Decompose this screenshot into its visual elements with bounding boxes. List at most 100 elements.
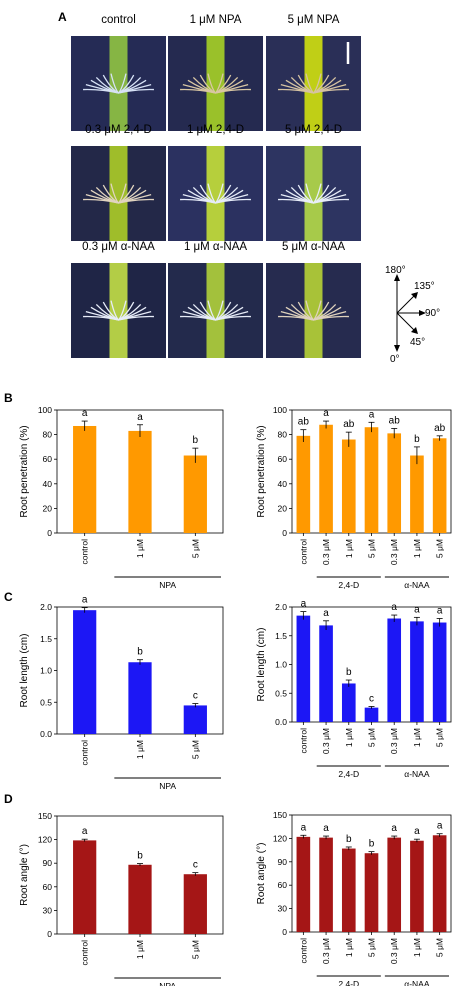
y-tick-label: 60 xyxy=(43,454,53,464)
root xyxy=(118,88,154,94)
angle-label-90: 90° xyxy=(425,308,440,319)
y-tick-label: 80 xyxy=(43,430,53,440)
bar xyxy=(364,707,379,722)
root xyxy=(118,198,154,204)
category-label: 5 μM xyxy=(190,740,200,759)
y-tick-label: 30 xyxy=(278,904,288,914)
category-label: 5 μM xyxy=(435,539,445,558)
photo-label: 1 μM 2,4-D xyxy=(187,124,244,136)
bar-chart: 0.0 0.5 1.0 1.5 2.0 Root length (cm) a control b… xyxy=(19,595,224,791)
y-tick-label: 0.0 xyxy=(40,729,52,739)
significance-letter: ab xyxy=(343,419,355,430)
bar xyxy=(432,622,447,722)
adventitious-roots xyxy=(180,300,251,321)
category-label: 1 μM xyxy=(412,539,422,558)
angle-arrow-135 xyxy=(396,293,417,314)
category-label: control xyxy=(298,728,308,754)
photo-label: 0.3 μM α-NAA xyxy=(82,241,155,253)
significance-letter: b xyxy=(137,647,143,658)
root xyxy=(118,315,154,321)
bar xyxy=(296,836,311,932)
arrowhead-45 xyxy=(411,327,418,334)
bar xyxy=(341,683,356,722)
category-label: 0.3 μM xyxy=(321,728,331,754)
root xyxy=(215,88,251,94)
group-label: NPA xyxy=(159,981,176,986)
adventitious-roots xyxy=(278,73,349,94)
bar xyxy=(410,455,424,533)
angle-label-0: 0° xyxy=(390,354,400,365)
root xyxy=(207,73,217,94)
y-tick-label: 60 xyxy=(43,882,53,892)
bar xyxy=(319,625,333,722)
panel-label-a: A xyxy=(58,10,67,24)
category-label: control xyxy=(80,940,90,966)
category-label: 1 μM xyxy=(412,938,422,957)
stem xyxy=(109,36,128,131)
bar xyxy=(128,430,152,533)
root-photo: 5 μM α-NAA xyxy=(266,241,361,358)
significance-letter: a xyxy=(82,408,88,419)
bar xyxy=(341,848,356,932)
category-label: 0.3 μM xyxy=(389,539,399,565)
group-label: NPA xyxy=(159,580,176,590)
significance-letter: c xyxy=(369,693,374,704)
y-tick-label: 1.0 xyxy=(40,666,52,676)
significance-letter: c xyxy=(193,860,198,871)
significance-letter: ab xyxy=(389,415,401,426)
significance-letter: ab xyxy=(298,417,310,428)
y-tick-label: 1.0 xyxy=(275,660,287,670)
y-tick-label: 0 xyxy=(47,929,52,939)
bar xyxy=(432,835,447,932)
adventitious-roots xyxy=(278,183,349,204)
y-tick-label: 0 xyxy=(47,528,52,538)
category-label: 0.3 μM xyxy=(321,938,331,964)
root xyxy=(305,300,315,321)
charts: 0 20 40 60 80 100 Root penetration (%) a control… xyxy=(19,405,452,986)
significance-letter: a xyxy=(82,826,88,837)
y-tick-label: 2.0 xyxy=(40,602,52,612)
bar xyxy=(364,853,379,932)
significance-letter: b xyxy=(346,834,352,845)
stem xyxy=(304,146,323,241)
stem xyxy=(206,146,225,241)
y-tick-label: 30 xyxy=(43,905,53,915)
category-label: 5 μM xyxy=(367,938,377,957)
significance-letter: b xyxy=(369,839,375,850)
category-label: 5 μM xyxy=(367,728,377,747)
y-tick-label: 150 xyxy=(38,811,52,821)
y-tick-label: 100 xyxy=(38,405,52,415)
bar xyxy=(341,439,356,533)
category-label: control xyxy=(298,938,308,964)
angle-label-45: 45° xyxy=(410,337,425,348)
root-photo: 1 μM 2,4-D xyxy=(168,124,263,241)
bar-chart: 0 30 60 90 120 150 Root angle (°) a control b 1 μM… xyxy=(19,811,224,986)
stem xyxy=(206,36,225,131)
significance-letter: a xyxy=(391,823,397,834)
y-tick-label: 20 xyxy=(43,503,53,513)
photo-label: 1 μM α-NAA xyxy=(184,241,247,253)
adventitious-roots xyxy=(83,183,154,204)
significance-letter: a xyxy=(301,822,307,833)
bar xyxy=(319,837,333,932)
photo-grid: control 1 μM NPA 5 μM NPA 0.3 μM 2,4-D 1 μM … xyxy=(71,14,361,358)
y-tick-label: 0 xyxy=(282,528,287,538)
bar xyxy=(387,433,402,533)
root xyxy=(313,88,349,94)
category-label: 0.3 μM xyxy=(389,938,399,964)
y-tick-label: 0 xyxy=(282,927,287,937)
bar xyxy=(364,427,379,533)
y-tick-label: 120 xyxy=(273,833,287,843)
significance-letter: b xyxy=(414,434,420,445)
angle-label-180: 180° xyxy=(385,265,406,276)
significance-letter: a xyxy=(369,409,375,420)
group-label: α-NAA xyxy=(404,580,430,590)
stem xyxy=(206,263,225,358)
category-label: 1 μM xyxy=(344,728,354,747)
root-photo: 5 μM 2,4-D xyxy=(266,124,361,241)
category-label: 1 μM xyxy=(135,740,145,759)
bar xyxy=(296,435,311,533)
adventitious-roots xyxy=(180,73,251,94)
